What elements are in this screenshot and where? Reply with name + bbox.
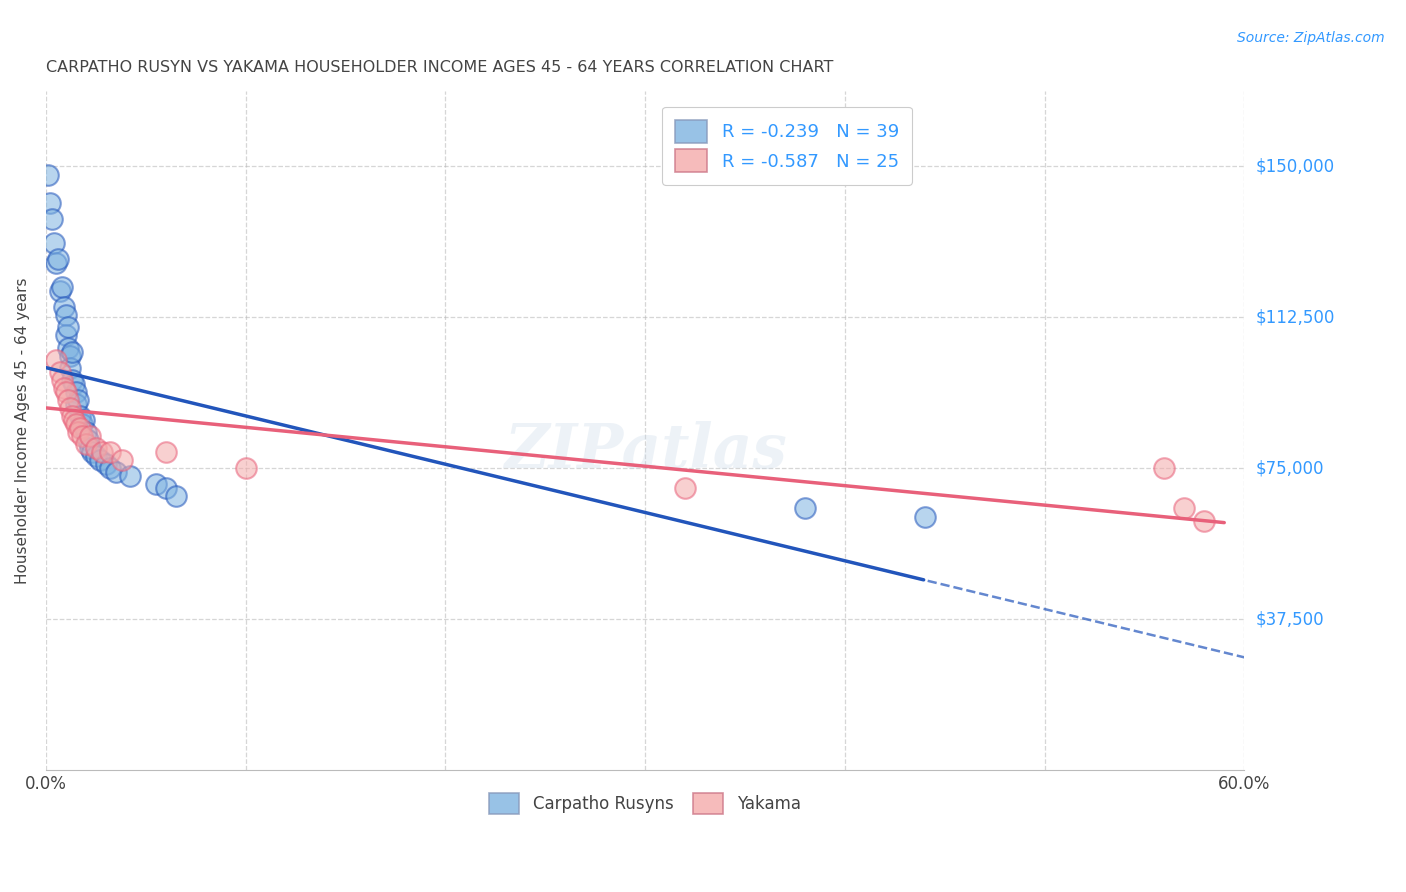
Point (56, 392, 79, 407)
Point (1194, 514, 1216, 528)
Point (66, 392, 89, 407)
Point (75, 425, 97, 439)
Point (55, 328, 77, 343)
Point (60, 344, 83, 359)
Point (46, 252, 69, 266)
Point (51, 373, 73, 387)
Point (60, 373, 83, 387)
Point (37, 168, 59, 182)
Point (98, 445, 121, 459)
Point (60, 409, 83, 423)
Point (673, 481, 696, 495)
Point (118, 469, 141, 483)
Point (39, 195, 62, 210)
Point (55, 384, 77, 399)
Point (70, 417, 93, 431)
Point (1173, 501, 1195, 516)
Text: $37,500: $37,500 (1256, 610, 1324, 628)
Point (65, 397, 87, 411)
Point (84, 449, 107, 463)
Point (77, 433, 100, 447)
Point (235, 461, 257, 475)
Point (80, 445, 103, 459)
Text: $75,000: $75,000 (1256, 459, 1324, 477)
Point (104, 465, 127, 479)
Text: $150,000: $150,000 (1256, 158, 1334, 176)
Title: CARPATHO RUSYN VS YAKAMA HOUSEHOLDER INCOME AGES 45 - 64 YEARS CORRELATION CHART: CARPATHO RUSYN VS YAKAMA HOUSEHOLDER INC… (46, 60, 834, 75)
Point (165, 490, 187, 504)
Point (1153, 461, 1175, 475)
Point (41, 211, 63, 226)
Point (51, 280, 73, 294)
Point (49, 365, 72, 379)
Point (63, 413, 86, 427)
Point (155, 481, 177, 495)
Point (89, 453, 111, 467)
Point (45, 352, 67, 367)
Point (65, 417, 87, 431)
Point (56, 320, 79, 334)
Point (56, 341, 79, 355)
Point (145, 477, 167, 491)
Point (73, 413, 96, 427)
Point (59, 349, 82, 363)
Text: ZIPatlas: ZIPatlas (503, 421, 786, 481)
Point (98, 461, 121, 475)
Point (52, 301, 75, 315)
Point (111, 453, 134, 467)
Point (65, 384, 87, 399)
Point (63, 376, 86, 391)
Point (90, 445, 112, 459)
Point (69, 409, 91, 423)
Text: Source: ZipAtlas.com: Source: ZipAtlas.com (1237, 31, 1385, 45)
Point (59, 401, 82, 415)
Legend: Carpatho Rusyns, Yakama: Carpatho Rusyns, Yakama (481, 785, 810, 822)
Point (59, 360, 82, 375)
Point (66, 425, 89, 439)
Point (55, 309, 77, 323)
Point (84, 441, 107, 455)
Text: $112,500: $112,500 (1256, 309, 1334, 326)
Point (94, 457, 117, 471)
Point (75, 437, 97, 451)
Y-axis label: Householder Income Ages 45 - 64 years: Householder Income Ages 45 - 64 years (15, 277, 30, 583)
Point (793, 501, 815, 516)
Point (42, 235, 65, 250)
Point (49, 284, 72, 298)
Point (914, 509, 936, 524)
Point (52, 381, 75, 395)
Point (155, 445, 177, 459)
Point (70, 429, 93, 443)
Point (45, 256, 67, 270)
Point (69, 421, 91, 435)
Point (79, 441, 101, 455)
Point (79, 429, 101, 443)
